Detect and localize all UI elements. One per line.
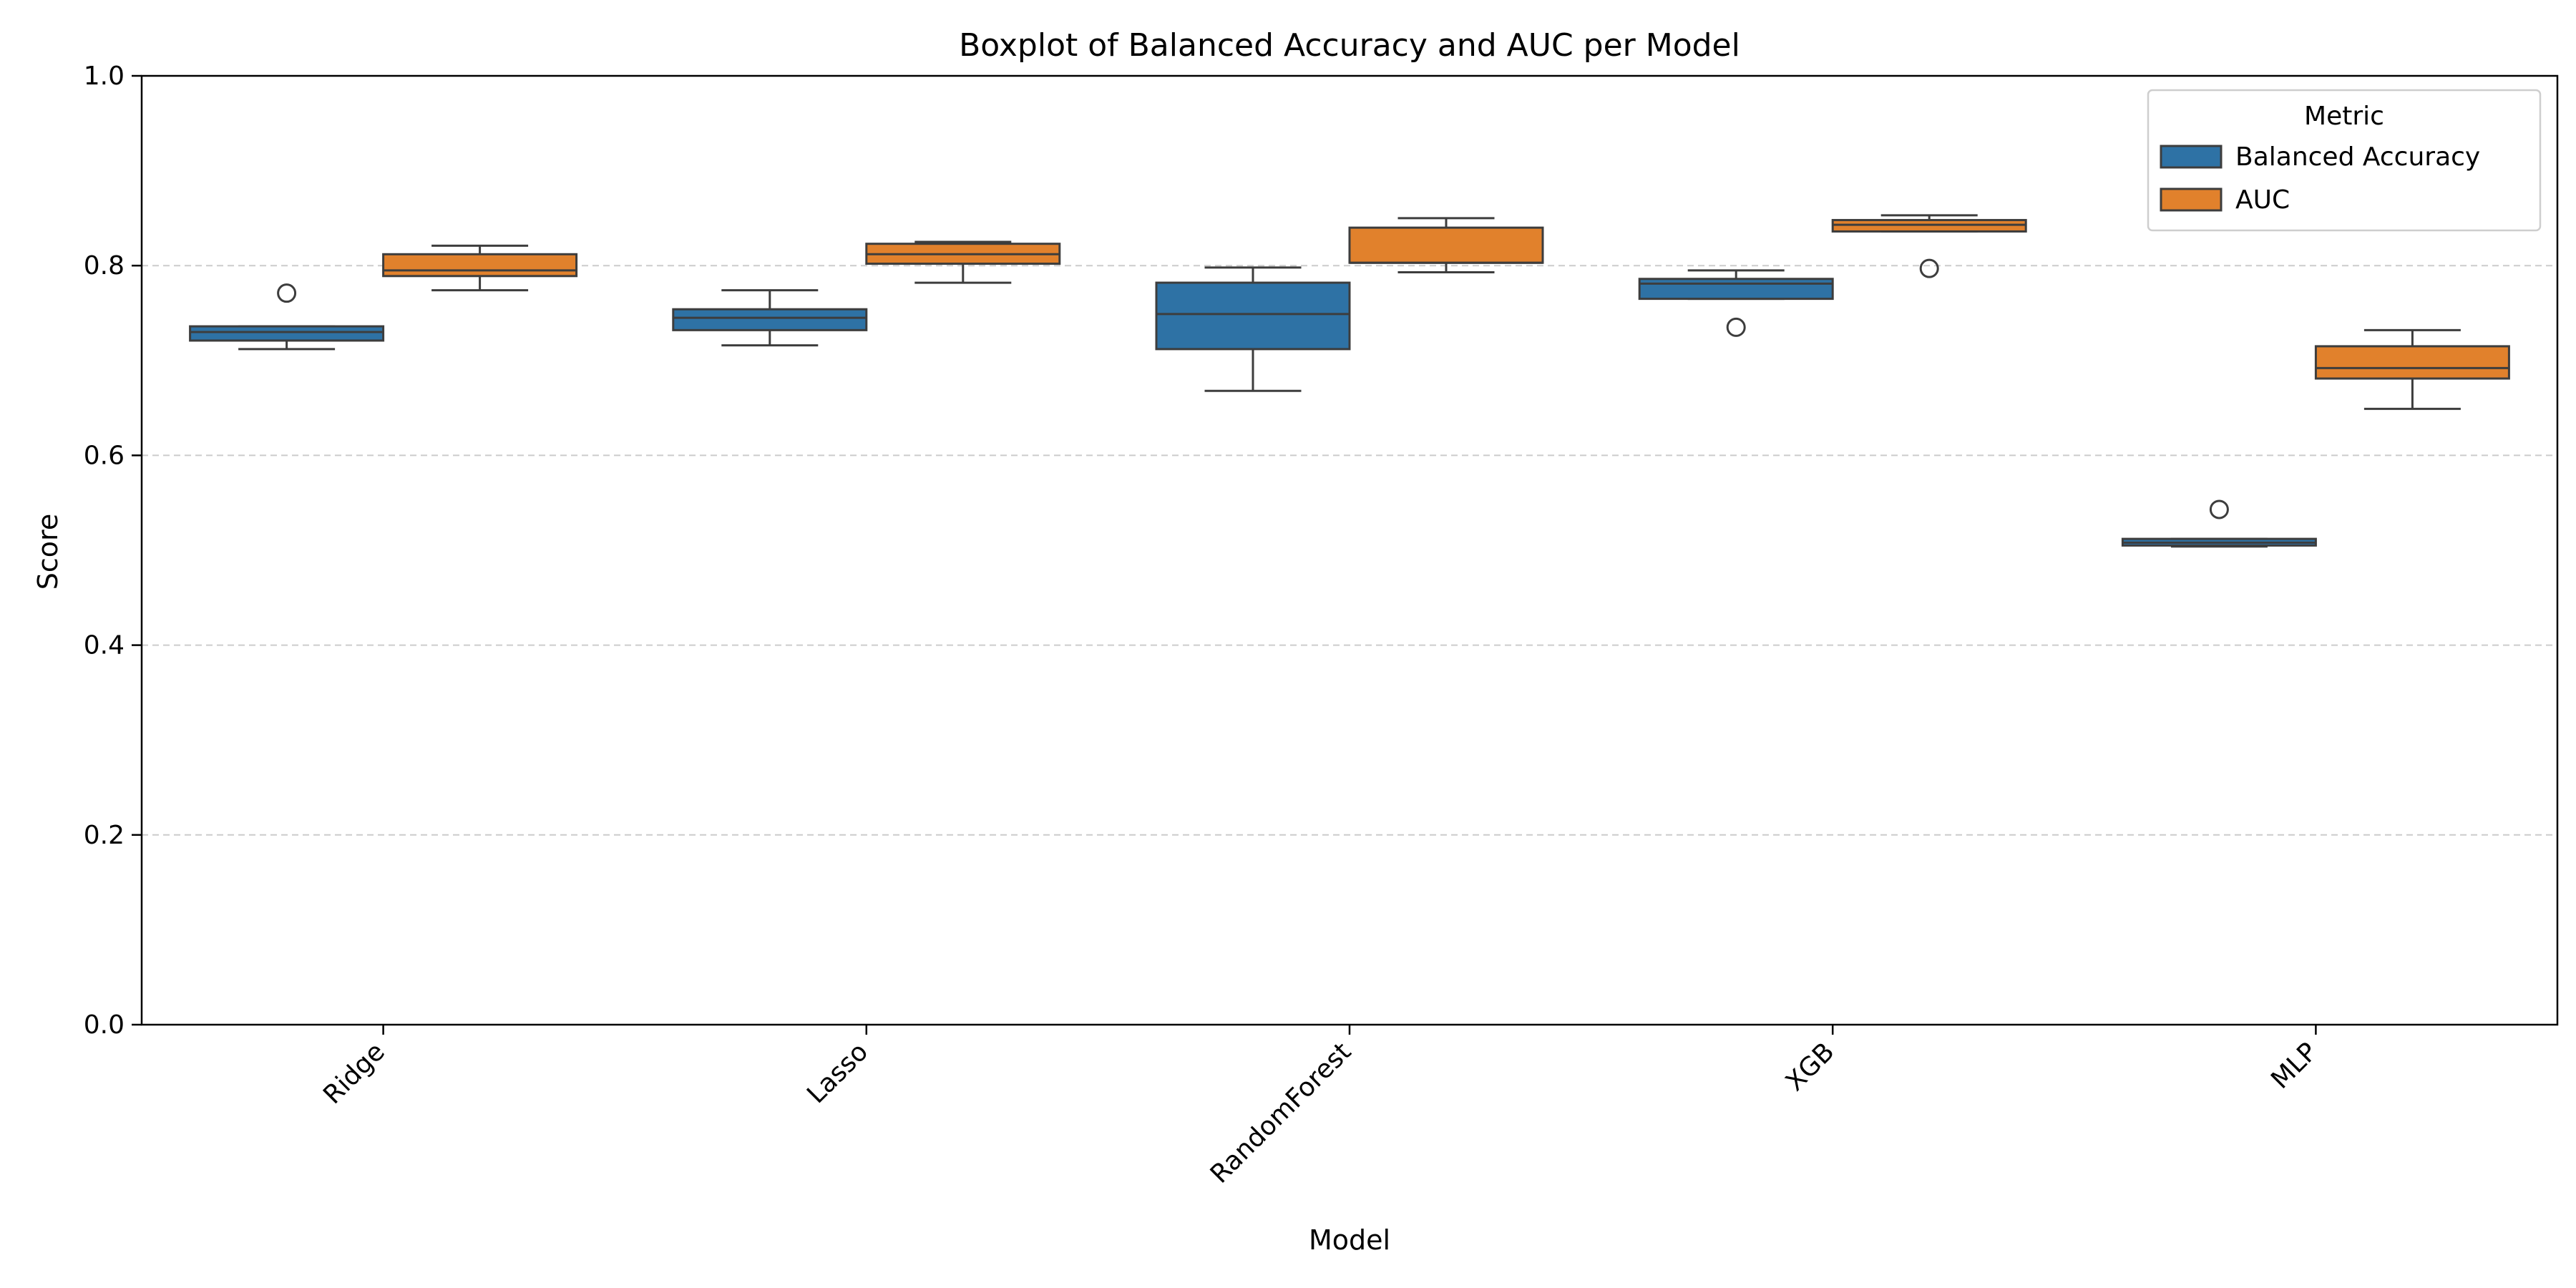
box-lasso-auc xyxy=(865,240,1061,284)
grid-lines xyxy=(142,265,2557,836)
y-tick-label: 0.0 xyxy=(84,1010,125,1040)
iqr-box xyxy=(382,253,578,278)
legend-title: Metric xyxy=(2304,102,2384,131)
legend-swatch xyxy=(2160,187,2223,212)
x-tick-label: RandomForest xyxy=(1205,1037,1357,1189)
box-xgb-auc xyxy=(1831,214,2027,278)
y-axis-label: Score xyxy=(32,514,64,590)
outlier-point xyxy=(1919,258,1939,278)
legend-entry-label: Balanced Accuracy xyxy=(2235,142,2480,172)
legend-frame xyxy=(2147,89,2542,232)
legend-swatch xyxy=(2160,145,2223,169)
y-tick-label: 0.6 xyxy=(84,441,125,470)
iqr-box xyxy=(1155,281,1351,351)
x-tick-label: XGB xyxy=(1780,1037,1840,1097)
box-ridge-auc xyxy=(382,244,578,292)
box-mlp-auc xyxy=(2314,328,2510,410)
x-tick-label: MLP xyxy=(2265,1037,2323,1094)
legend: Metric Balanced Accuracy AUC xyxy=(2147,89,2542,232)
iqr-box xyxy=(672,308,868,331)
plot-frame xyxy=(140,74,2559,1026)
y-tick-label: 0.8 xyxy=(84,251,125,280)
iqr-box xyxy=(189,325,385,342)
box-xgb-balanced-accuracy xyxy=(1638,269,1834,337)
iqr-box xyxy=(1638,278,1834,301)
box-randomforest-auc xyxy=(1348,217,1544,273)
y-tick-label: 0.4 xyxy=(84,631,125,660)
outlier-point xyxy=(277,283,297,303)
iqr-box xyxy=(2314,345,2510,380)
box-mlp-balanced-accuracy xyxy=(2121,499,2317,548)
box-plots xyxy=(189,214,2510,548)
outlier-point xyxy=(2209,499,2229,519)
legend-entry-label: AUC xyxy=(2235,185,2290,215)
x-tick-label: Ridge xyxy=(318,1037,391,1110)
box-lasso-balanced-accuracy xyxy=(672,289,868,347)
box-ridge-balanced-accuracy xyxy=(189,283,385,351)
box-randomforest-balanced-accuracy xyxy=(1155,266,1351,392)
x-tick-label: Lasso xyxy=(801,1037,874,1109)
y-tick-label: 0.2 xyxy=(84,821,125,850)
x-axis-label: Model xyxy=(1309,1224,1390,1256)
iqr-box xyxy=(1348,226,1544,264)
y-tick-label: 1.0 xyxy=(84,62,125,91)
chart-title: Boxplot of Balanced Accuracy and AUC per… xyxy=(959,27,1740,64)
outlier-point xyxy=(1726,317,1746,337)
